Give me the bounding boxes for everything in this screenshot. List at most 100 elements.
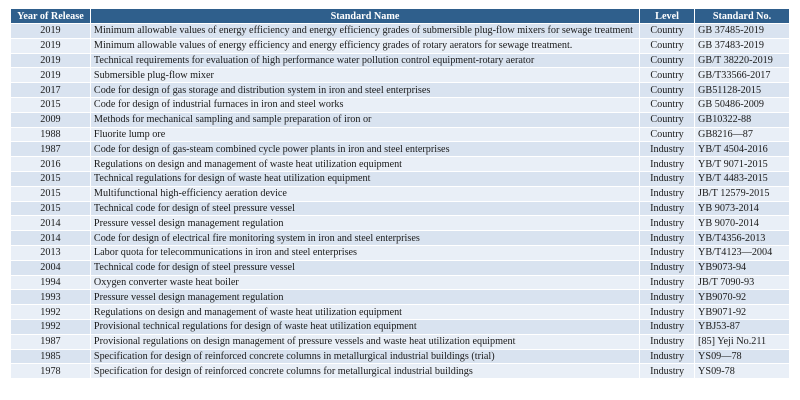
year-cell: 2014	[10, 230, 91, 246]
standard-no-cell: JB/T 7090-93	[694, 274, 790, 291]
table-row: 1985 Specification for design of reinforc…	[10, 348, 790, 365]
standard-name-cell: Provisional technical regulations for de…	[89, 318, 641, 335]
standard-name-cell: Regulations on design and management of …	[89, 156, 641, 172]
standard-no-cell: GB 37485-2019	[694, 23, 790, 39]
level-cell: Industry	[639, 348, 696, 365]
level-cell: Industry	[639, 318, 696, 335]
standard-no-cell: GB 50486-2009	[694, 96, 790, 113]
standard-name-cell: Submersible plug-flow mixer	[89, 67, 641, 84]
standard-no-cell: YB/T 4483-2015	[694, 170, 790, 187]
standard-no-cell: JB/T 12579-2015	[694, 185, 790, 202]
standard-no-cell: YB9071-92	[694, 304, 790, 320]
standards-table: Year of Release Standard Name Level Standar…	[10, 8, 790, 380]
standard-name-cell: Code for design of gas storage and distr…	[89, 82, 641, 98]
standard-name-cell: Technical regulations for design of wast…	[89, 170, 641, 187]
year-cell: 2015	[10, 185, 91, 202]
year-cell: 2014	[10, 215, 91, 232]
table-row: 2015 Technical code for design of steel p…	[10, 200, 790, 217]
year-cell: 2016	[10, 156, 91, 172]
year-cell: 2019	[10, 37, 91, 54]
level-cell: Industry	[639, 230, 696, 246]
table-row: 2004 Technical code for design of steel p…	[10, 259, 790, 276]
table-body: 2019 Minimum allowable values of energy e…	[10, 23, 790, 380]
year-cell: 2013	[10, 244, 91, 261]
year-cell: 1987	[10, 141, 91, 158]
table-row: 1993 Pressure vessel design management re…	[10, 289, 790, 306]
level-cell: Country	[639, 23, 696, 39]
table-row: 2014 Code for design of electrical fire m…	[10, 230, 790, 246]
standard-name-cell: Multifunctional high-efficiency aeration…	[89, 185, 641, 202]
year-cell: 2004	[10, 259, 91, 276]
standard-no-cell: YBJ53-87	[694, 318, 790, 335]
level-cell: Industry	[639, 244, 696, 261]
standard-name-cell: Technical code for design of steel press…	[89, 200, 641, 217]
table-row: 2019 Minimum allowable values of energy e…	[10, 23, 790, 39]
standard-no-cell: GB8216—87	[694, 126, 790, 143]
level-cell: Industry	[639, 363, 696, 380]
standard-name-cell: Specification for design of reinforced c…	[89, 348, 641, 365]
standard-no-cell: YB/T4123—2004	[694, 244, 790, 261]
table-row: 2015 Technical regulations for design of …	[10, 170, 790, 187]
table-row: 2017 Code for design of gas storage and d…	[10, 82, 790, 98]
table-row: 1987 Code for design of gas-steam combine…	[10, 141, 790, 158]
level-cell: Industry	[639, 304, 696, 320]
standard-no-cell: GB10322-88	[694, 111, 790, 128]
standard-name-cell: Pressure vessel design management regula…	[89, 289, 641, 306]
header-cell: Standard Name	[89, 8, 641, 24]
year-cell: 1987	[10, 333, 91, 350]
standard-name-cell: Labor quota for telecommunications in ir…	[89, 244, 641, 261]
standard-no-cell: YB 9073-2014	[694, 200, 790, 217]
year-cell: 1992	[10, 318, 91, 335]
level-cell: Industry	[639, 200, 696, 217]
standard-name-cell: Methods for mechanical sampling and samp…	[89, 111, 641, 128]
standard-no-cell: YS09-78	[694, 363, 790, 380]
level-cell: Country	[639, 82, 696, 98]
standard-name-cell: Technical requirements for evaluation of…	[89, 52, 641, 69]
level-cell: Industry	[639, 170, 696, 187]
table-row: 1992 Regulations on design and management…	[10, 304, 790, 320]
standard-name-cell: Fluorite lump ore	[89, 126, 641, 143]
level-cell: Industry	[639, 141, 696, 158]
table-row: 2009 Methods for mechanical sampling and …	[10, 111, 790, 128]
standard-no-cell: GB 37483-2019	[694, 37, 790, 54]
standard-no-cell: YB/T4356-2013	[694, 230, 790, 246]
year-cell: 2017	[10, 82, 91, 98]
standard-name-cell: Oxygen converter waste heat boiler	[89, 274, 641, 291]
header-row: Year of Release Standard Name Level Standar…	[10, 8, 790, 24]
level-cell: Country	[639, 52, 696, 69]
level-cell: Country	[639, 67, 696, 84]
table-row: 1987 Provisional regulations on design ma…	[10, 333, 790, 350]
table-row: 2016 Regulations on design and management…	[10, 156, 790, 172]
year-cell: 2015	[10, 170, 91, 187]
level-cell: Country	[639, 111, 696, 128]
table-row: 2019 Minimum allowable values of energy e…	[10, 37, 790, 54]
year-cell: 1985	[10, 348, 91, 365]
year-cell: 2019	[10, 67, 91, 84]
table-row: 1988 Fluorite lump ore Country GB8216—87	[10, 126, 790, 143]
standard-name-cell: Technical code for design of steel press…	[89, 259, 641, 276]
year-cell: 1992	[10, 304, 91, 320]
table-row: 2019 Submersible plug-flow mixer Country GB…	[10, 67, 790, 84]
year-cell: 1994	[10, 274, 91, 291]
level-cell: Industry	[639, 289, 696, 306]
table-row: 2014 Pressure vessel design management re…	[10, 215, 790, 232]
standard-name-cell: Pressure vessel design management regula…	[89, 215, 641, 232]
standard-name-cell: Code for design of electrical fire monit…	[89, 230, 641, 246]
table-row: 1978 Specification for design of reinforc…	[10, 363, 790, 380]
level-cell: Industry	[639, 274, 696, 291]
table-row: 2013 Labor quota for telecommunications i…	[10, 244, 790, 261]
level-cell: Country	[639, 37, 696, 54]
year-cell: 2019	[10, 52, 91, 69]
year-cell: 2015	[10, 200, 91, 217]
header-cell: Year of Release	[10, 8, 91, 24]
standard-no-cell: [85] Yeji No.211	[694, 333, 790, 350]
standard-no-cell: GB/T33566-2017	[694, 67, 790, 84]
table-row: 2019 Technical requirements for evaluatio…	[10, 52, 790, 69]
standard-no-cell: YB 9070-2014	[694, 215, 790, 232]
year-cell: 1993	[10, 289, 91, 306]
standard-name-cell: Minimum allowable values of energy effic…	[89, 37, 641, 54]
standard-name-cell: Specification for design of reinforced c…	[89, 363, 641, 380]
level-cell: Country	[639, 126, 696, 143]
year-cell: 2015	[10, 96, 91, 113]
standard-no-cell: GB/T 38220-2019	[694, 52, 790, 69]
